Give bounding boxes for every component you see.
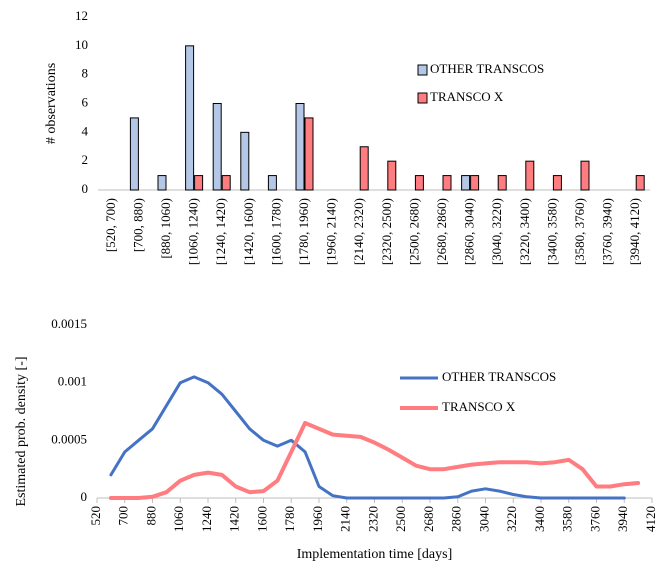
legend-swatch xyxy=(417,92,428,104)
x-tick-label: [1420, 1600) xyxy=(241,198,256,265)
x-tick-label: 3760 xyxy=(587,506,602,532)
x-tick-label: [2680, 2860) xyxy=(434,198,449,265)
x-tick-label: [700, 880) xyxy=(130,198,145,252)
x-tick-label: 3580 xyxy=(560,506,575,532)
y-tick-label: 0 xyxy=(81,489,88,504)
x-tick-label: 1960 xyxy=(310,506,325,532)
y-tick-label: 0.001 xyxy=(58,374,87,389)
x-tick-label: 2860 xyxy=(449,506,464,532)
x-tick-label: 880 xyxy=(143,506,158,526)
x-tick-label: [1960, 2140) xyxy=(324,198,339,265)
legend-label: TRANSCO X xyxy=(442,399,516,414)
x-tick-label: [3580, 3760) xyxy=(572,198,587,265)
x-tick-label: [3760, 3940) xyxy=(600,198,615,265)
x-tick-label: [1060, 1240) xyxy=(186,198,201,265)
y-axis-label: Estimated prob. density [-] xyxy=(14,356,29,506)
bar xyxy=(552,175,562,191)
x-tick-label: 2500 xyxy=(393,506,408,532)
line-series xyxy=(109,375,626,500)
y-tick-label: 8 xyxy=(82,66,89,81)
y-tick-label: 6 xyxy=(82,94,89,109)
x-tick-label: 3040 xyxy=(476,506,491,532)
bar xyxy=(267,175,277,191)
bar xyxy=(525,160,535,191)
y-tick-label: 10 xyxy=(75,37,88,52)
x-tick-label: 1240 xyxy=(199,506,214,532)
y-tick-label: 0 xyxy=(82,181,89,196)
x-tick-label: 1060 xyxy=(171,506,186,532)
x-tick-label: 2320 xyxy=(365,506,380,532)
x-tick-label: [2500, 2680) xyxy=(406,198,421,265)
x-tick-label: [2140, 2320) xyxy=(351,198,366,265)
bar xyxy=(359,146,369,191)
legend-swatch xyxy=(417,64,428,76)
x-tick-label: [520, 700) xyxy=(103,198,118,252)
bar xyxy=(635,175,645,191)
bar xyxy=(497,175,507,191)
bar xyxy=(580,160,590,191)
bar xyxy=(470,175,480,191)
bar xyxy=(240,131,250,191)
x-axis-label: Implementation time [days] xyxy=(297,547,453,562)
bar xyxy=(304,117,314,191)
y-tick-label: 0.0015 xyxy=(51,316,87,331)
x-tick-label: 700 xyxy=(116,506,131,526)
bar xyxy=(461,175,471,191)
x-tick-label: [3400, 3580) xyxy=(544,198,559,265)
bar xyxy=(185,45,195,191)
line-series xyxy=(108,421,641,500)
x-tick-label: [3220, 3400) xyxy=(517,198,532,265)
bar xyxy=(387,160,397,191)
x-tick-label: 1780 xyxy=(282,506,297,532)
x-tick-label: [880, 1060) xyxy=(158,198,173,259)
legend-label: OTHER TRANSCOS xyxy=(430,61,544,76)
x-tick-label: 520 xyxy=(88,506,103,526)
y-tick-label: 4 xyxy=(82,123,89,138)
bar xyxy=(295,103,305,191)
legend-label: OTHER TRANSCOS xyxy=(442,369,556,384)
x-tick-label: [1780, 1960) xyxy=(296,198,311,265)
y-tick-label: 0.0005 xyxy=(51,431,87,446)
x-tick-label: [3940, 4120) xyxy=(627,198,642,265)
bar xyxy=(221,175,231,191)
x-tick-label: [1240, 1420) xyxy=(213,198,228,265)
x-tick-label: 1420 xyxy=(227,506,242,532)
legend-label: TRANSCO X xyxy=(430,89,504,104)
y-tick-label: 2 xyxy=(82,152,89,167)
x-tick-label: 2680 xyxy=(421,506,436,532)
bar xyxy=(442,175,452,191)
x-tick-label: 3940 xyxy=(615,506,630,532)
x-tick-label: 3220 xyxy=(504,506,519,532)
x-tick-label: 2140 xyxy=(338,506,353,532)
x-tick-label: 1600 xyxy=(254,506,269,532)
bar xyxy=(414,175,424,191)
bar xyxy=(194,175,204,191)
y-tick-label: 12 xyxy=(75,8,88,23)
bar xyxy=(157,175,167,191)
x-tick-label: [3040, 3220) xyxy=(489,198,504,265)
x-tick-label: 3400 xyxy=(532,506,547,532)
y-axis-label: # observations xyxy=(44,63,59,144)
x-tick-label: [2860, 3040) xyxy=(462,198,477,265)
x-tick-label: [2320, 2500) xyxy=(379,198,394,265)
bar xyxy=(212,103,222,191)
x-tick-label: [1600, 1780) xyxy=(268,198,283,265)
x-tick-label: 4120 xyxy=(643,506,658,532)
bar xyxy=(129,117,139,191)
